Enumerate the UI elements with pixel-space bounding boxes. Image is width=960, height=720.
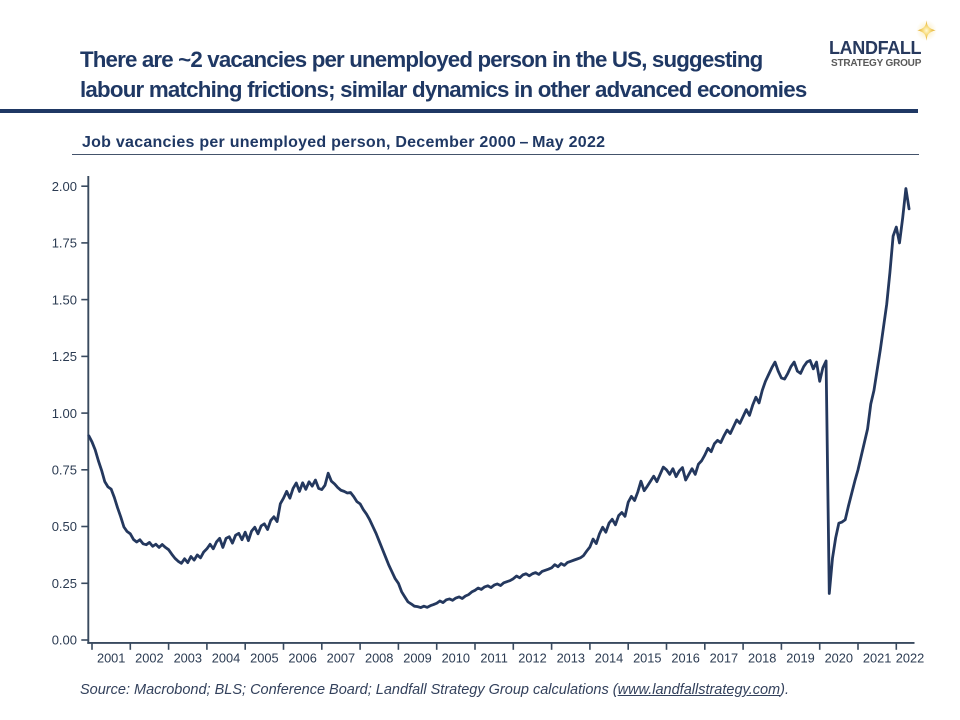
svg-text:2018: 2018 (748, 651, 776, 666)
svg-text:2013: 2013 (557, 651, 585, 666)
svg-text:2022: 2022 (896, 651, 924, 666)
svg-text:1.00: 1.00 (52, 406, 77, 421)
svg-text:1.50: 1.50 (52, 292, 77, 307)
svg-text:0.25: 0.25 (52, 576, 77, 591)
svg-text:2016: 2016 (671, 651, 699, 666)
svg-text:1.25: 1.25 (52, 349, 77, 364)
svg-text:2019: 2019 (786, 651, 814, 666)
svg-text:0.00: 0.00 (52, 633, 77, 648)
svg-text:2.00: 2.00 (52, 179, 77, 194)
svg-text:1.75: 1.75 (52, 236, 77, 251)
svg-text:2020: 2020 (825, 651, 853, 666)
svg-text:2001: 2001 (97, 651, 125, 666)
svg-text:2006: 2006 (288, 651, 316, 666)
svg-text:2004: 2004 (212, 651, 240, 666)
svg-text:2007: 2007 (327, 651, 355, 666)
svg-text:2011: 2011 (480, 651, 508, 666)
svg-text:2010: 2010 (442, 651, 470, 666)
svg-text:2015: 2015 (633, 651, 661, 666)
svg-text:0.50: 0.50 (52, 519, 77, 534)
svg-text:0.75: 0.75 (52, 463, 77, 478)
svg-text:2017: 2017 (710, 651, 738, 666)
svg-text:2003: 2003 (174, 651, 202, 666)
svg-text:2009: 2009 (403, 651, 431, 666)
svg-text:2021: 2021 (863, 651, 891, 666)
svg-text:2014: 2014 (595, 651, 623, 666)
svg-text:2008: 2008 (365, 651, 393, 666)
svg-text:2002: 2002 (135, 651, 163, 666)
svg-text:2012: 2012 (518, 651, 546, 666)
svg-text:2005: 2005 (250, 651, 278, 666)
